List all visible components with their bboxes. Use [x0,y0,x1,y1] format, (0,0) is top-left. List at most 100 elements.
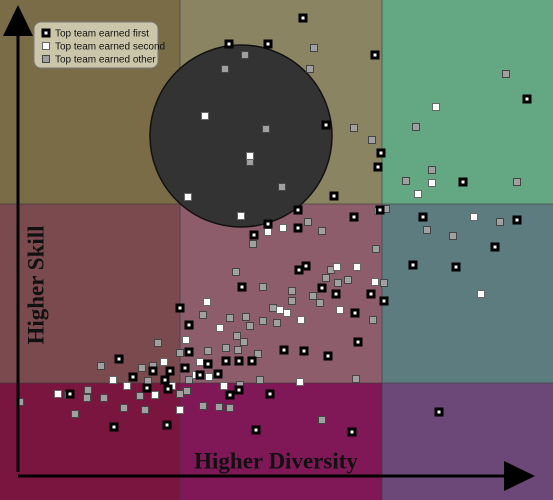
point-center [216,372,220,376]
point [322,274,330,282]
point [265,389,275,399]
point-body [259,317,267,325]
point-center [206,362,210,366]
point-center [240,285,244,289]
point [299,346,309,356]
point-center [379,151,383,155]
point [142,383,152,393]
point-body [109,376,117,384]
point-center [376,165,380,169]
point [297,316,305,324]
point [203,298,211,306]
point [318,227,326,235]
point [288,297,296,305]
point [144,377,152,385]
point-body [203,298,211,306]
point-body [283,309,291,317]
point [353,263,361,271]
point [100,394,108,402]
point [109,376,117,384]
point [176,406,184,414]
point-body [318,416,326,424]
legend-marker [41,28,51,38]
point-body [144,377,152,385]
point-body [344,276,352,284]
point-body [262,125,270,133]
point-body [449,232,457,240]
point [225,390,235,400]
point-center [350,430,354,434]
point [376,148,386,158]
point-center [187,323,191,327]
point [65,389,75,399]
point [226,314,234,322]
point-center [145,386,149,390]
point [306,65,314,73]
point-center [198,373,202,377]
point-body [316,299,324,307]
point-center [178,306,182,310]
point [199,402,207,410]
point-center [304,264,308,268]
point [128,372,138,382]
point [412,123,420,131]
point [205,373,213,381]
point [301,261,311,271]
point [240,338,248,346]
point [294,265,304,275]
point [221,356,231,366]
point [470,213,478,221]
point [293,205,303,215]
point [120,404,128,412]
point [283,309,291,317]
point-body [369,316,377,324]
point [371,278,379,286]
point [97,362,105,370]
point [350,124,358,132]
point [184,193,192,201]
point-body [428,166,436,174]
point [490,242,500,252]
point [522,94,532,104]
point [138,364,146,372]
point-body [288,297,296,305]
point [249,230,259,240]
point [278,183,286,191]
point-body [496,218,504,226]
point [256,376,264,384]
point-center [131,375,135,379]
point-body [183,387,191,395]
point [502,70,510,78]
point [352,375,360,383]
point [215,403,223,411]
point [163,384,173,394]
point [304,218,312,226]
point-body [97,362,105,370]
point [160,375,170,385]
point-center [252,233,256,237]
point [148,366,158,376]
point-body [368,136,376,144]
point [375,205,385,215]
point [262,125,270,133]
point-body [428,179,436,187]
point [451,262,461,272]
point-center [151,369,155,373]
point [220,382,228,390]
point-body [100,394,108,402]
point [331,289,341,299]
point-center [297,268,301,272]
point-body [216,324,224,332]
point-center [324,123,328,127]
point-center [166,387,170,391]
point-body [502,70,510,78]
point-body [322,274,330,282]
point [247,356,257,366]
legend-marker [42,55,50,63]
point-body [237,212,245,220]
point-center [268,392,272,396]
point-center [411,263,415,267]
point-body [414,190,422,198]
point-body [215,403,223,411]
point-center [320,286,324,290]
